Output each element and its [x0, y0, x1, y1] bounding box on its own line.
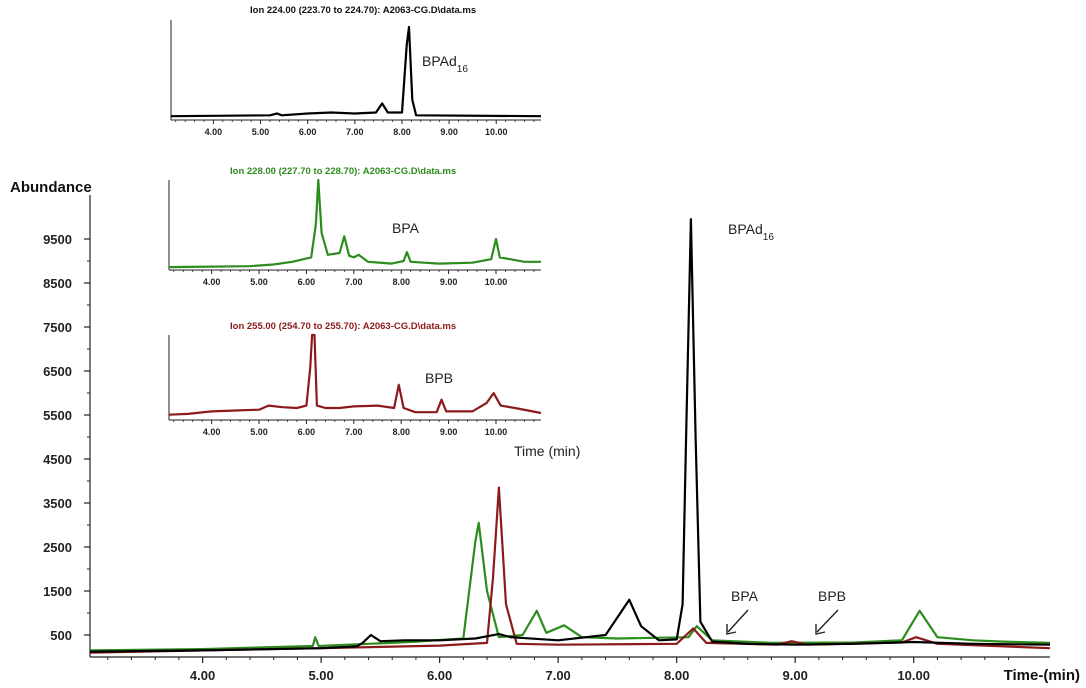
- series-line: [89, 486, 1051, 654]
- inset-series-line: [168, 333, 542, 416]
- inset-x-tick-group: 4.00 5.00 6.00 7.00 8.00 9.00 10.00: [173, 420, 535, 437]
- inset-x-tick-label: 6.00: [299, 127, 317, 137]
- series-group: [89, 218, 1051, 654]
- y-tick-label: 1500: [43, 584, 72, 599]
- x-tick-label: 7.00: [545, 668, 570, 683]
- y-tick-group: 500 1500 2500 3500 4500 5500 6500 7500 8500 9500: [43, 232, 90, 643]
- inset-x-tick-label: 9.00: [440, 127, 458, 137]
- x-tick-label: 10.00: [897, 668, 930, 683]
- inset-series-group: [168, 333, 542, 416]
- inset-x-tick-label: 10.00: [485, 127, 508, 137]
- inset-annotation-bpad16: BPAd16: [422, 53, 468, 75]
- inset-x-tick-label: 10.00: [485, 427, 508, 437]
- main-chart: Abundance Time-(min) 500 1500 2500 3500 4500…: [10, 179, 1080, 684]
- inset-x-tick-label: 9.00: [440, 427, 458, 437]
- series-line: [89, 218, 1051, 653]
- annotation-bpad16-main: BPAd16: [728, 221, 774, 243]
- inset-x-axis-label: Time (min): [514, 443, 580, 459]
- y-tick-label: 9500: [43, 232, 72, 247]
- arrow-bpb: [815, 609, 839, 635]
- y-tick-label: 3500: [43, 496, 72, 511]
- inset-x-tick-label: 9.00: [440, 277, 458, 287]
- arrow-bpa: [726, 609, 749, 635]
- inset-x-tick-label: 8.00: [393, 127, 411, 137]
- series-line: [89, 521, 1051, 652]
- inset-title-ion-228: Ion 228.00 (227.70 to 228.70): A2063-CG.…: [230, 166, 456, 177]
- x-tick-label: 9.00: [783, 668, 808, 683]
- annotation-bpa-main: BPA: [731, 588, 759, 604]
- inset-title-ion-255: Ion 255.00 (254.70 to 255.70): A2063-CG.…: [230, 321, 456, 332]
- x-axis-label: Time-(min): [1004, 667, 1080, 684]
- inset-x-tick-label: 5.00: [250, 427, 268, 437]
- inset-annotation-bpb: BPB: [425, 370, 453, 386]
- y-tick-label: 8500: [43, 276, 72, 291]
- inset-ion-255: Ion 255.00 (254.70 to 255.70): A2063-CG.…: [168, 321, 580, 459]
- inset-x-tick-label: 8.00: [392, 427, 410, 437]
- y-tick-label: 7500: [43, 320, 72, 335]
- y-axis-label: Abundance: [10, 179, 92, 196]
- inset-x-tick-label: 7.00: [346, 127, 364, 137]
- y-tick-label: 2500: [43, 540, 72, 555]
- inset-x-tick-label: 7.00: [345, 277, 363, 287]
- inset-x-tick-label: 10.00: [485, 277, 508, 287]
- inset-x-tick-label: 6.00: [298, 277, 316, 287]
- x-tick-label: 6.00: [427, 668, 452, 683]
- x-tick-label: 4.00: [190, 668, 215, 683]
- inset-x-tick-label: 5.00: [252, 127, 270, 137]
- y-tick-label: 5500: [43, 408, 72, 423]
- x-tick-label: 5.00: [308, 668, 333, 683]
- y-tick-label: 6500: [43, 364, 72, 379]
- inset-series-group: [170, 25, 542, 118]
- y-tick-label: 500: [50, 628, 72, 643]
- x-tick-label: 8.00: [664, 668, 689, 683]
- annotation-bpb-main: BPB: [818, 588, 846, 604]
- inset-ion-224: Ion 224.00 (223.70 to 224.70): A2063-CG.…: [170, 5, 542, 137]
- inset-x-tick-label: 7.00: [345, 427, 363, 437]
- inset-annotation-bpa: BPA: [392, 220, 420, 236]
- y-tick-label: 4500: [43, 452, 72, 467]
- inset-x-tick-label: 4.00: [205, 127, 223, 137]
- x-tick-group: 4.00 5.00 6.00 7.00 8.00 9.00 10.00: [107, 657, 1010, 683]
- inset-title-ion-224: Ion 224.00 (223.70 to 224.70): A2063-CG.…: [250, 5, 476, 16]
- inset-series-line: [168, 178, 541, 269]
- inset-series-line: [170, 25, 542, 118]
- inset-x-tick-label: 4.00: [203, 427, 221, 437]
- inset-x-tick-label: 6.00: [298, 427, 316, 437]
- inset-x-tick-label: 4.00: [203, 277, 221, 287]
- inset-x-tick-group: 4.00 5.00 6.00 7.00 8.00 9.00 10.00: [175, 120, 535, 137]
- inset-ion-228: Ion 228.00 (227.70 to 228.70): A2063-CG.…: [168, 166, 541, 287]
- inset-series-group: [168, 178, 541, 269]
- inset-x-tick-label: 8.00: [392, 277, 410, 287]
- inset-x-tick-group: 4.00 5.00 6.00 7.00 8.00 9.00 10.00: [173, 270, 535, 287]
- inset-x-tick-label: 5.00: [250, 277, 268, 287]
